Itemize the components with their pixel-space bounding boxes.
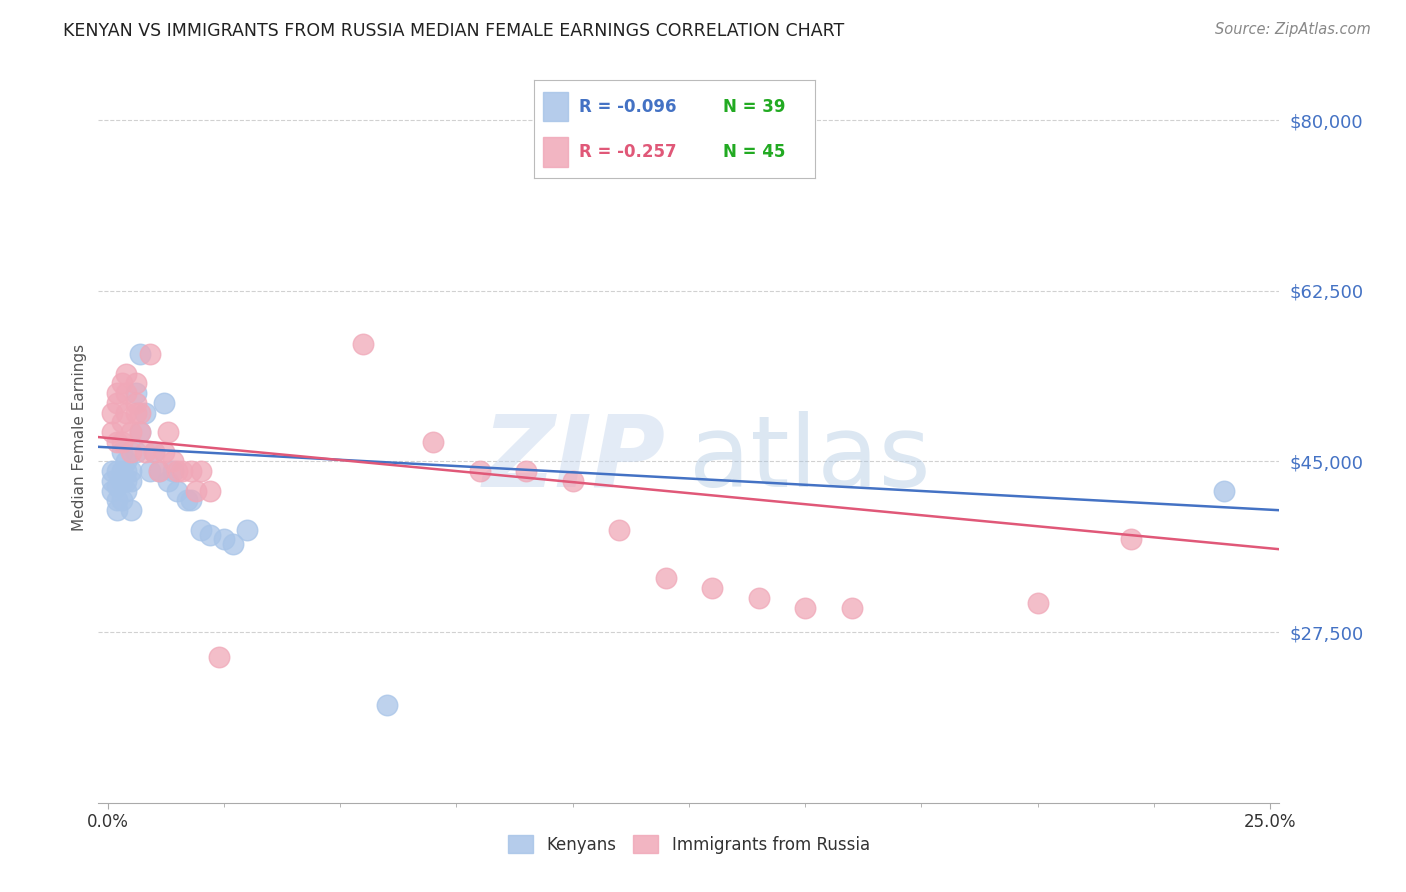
Point	[236, 523, 259, 537]
Point	[515, 464, 537, 478]
Point	[115, 454, 138, 468]
Point	[198, 483, 221, 498]
Point	[841, 600, 863, 615]
Text: N = 45: N = 45	[723, 143, 785, 161]
Point	[208, 649, 231, 664]
Point	[654, 572, 676, 586]
Text: KENYAN VS IMMIGRANTS FROM RUSSIA MEDIAN FEMALE EARNINGS CORRELATION CHART: KENYAN VS IMMIGRANTS FROM RUSSIA MEDIAN …	[63, 22, 845, 40]
Point	[101, 483, 124, 498]
Point	[124, 376, 146, 391]
Point	[115, 367, 138, 381]
Point	[101, 474, 124, 488]
Point	[105, 434, 128, 449]
Point	[184, 483, 207, 498]
Point	[148, 464, 170, 478]
Point	[129, 425, 152, 440]
Text: N = 39: N = 39	[723, 98, 785, 116]
Point	[120, 464, 142, 478]
Point	[124, 406, 146, 420]
Point	[162, 464, 184, 478]
Point	[115, 474, 138, 488]
Point	[129, 425, 152, 440]
Text: R = -0.096: R = -0.096	[579, 98, 676, 116]
Point	[105, 386, 128, 401]
Point	[157, 425, 180, 440]
Point	[157, 474, 180, 488]
Point	[101, 464, 124, 478]
Point	[111, 464, 134, 478]
Point	[375, 698, 398, 713]
Y-axis label: Median Female Earnings: Median Female Earnings	[72, 343, 87, 531]
Point	[422, 434, 444, 449]
Point	[152, 444, 174, 458]
Point	[180, 493, 202, 508]
Point	[180, 464, 202, 478]
Point	[748, 591, 770, 605]
Point	[101, 406, 124, 420]
Point	[105, 493, 128, 508]
Point	[120, 444, 142, 458]
Point	[172, 464, 194, 478]
Point	[129, 406, 152, 420]
Point	[138, 464, 160, 478]
Point	[129, 347, 152, 361]
Point	[115, 406, 138, 420]
Point	[105, 503, 128, 517]
Point	[124, 386, 146, 401]
Point	[166, 464, 188, 478]
Point	[1119, 533, 1142, 547]
Text: R = -0.257: R = -0.257	[579, 143, 676, 161]
Bar	[543, 137, 568, 167]
Point	[134, 444, 156, 458]
Point	[101, 425, 124, 440]
Bar	[543, 92, 568, 121]
Point	[120, 425, 142, 440]
Point	[143, 444, 166, 458]
Point	[124, 444, 146, 458]
Point	[561, 474, 583, 488]
Point	[176, 493, 198, 508]
Point	[105, 396, 128, 410]
Point	[111, 416, 134, 430]
Point	[468, 464, 491, 478]
Legend: Kenyans, Immigrants from Russia: Kenyans, Immigrants from Russia	[502, 829, 876, 860]
Point	[120, 503, 142, 517]
Point	[115, 386, 138, 401]
Point	[190, 523, 212, 537]
Point	[1026, 596, 1049, 610]
Point	[143, 444, 166, 458]
Point	[166, 483, 188, 498]
Point	[190, 464, 212, 478]
Point	[111, 474, 134, 488]
Point	[111, 376, 134, 391]
Point	[138, 347, 160, 361]
Text: atlas: atlas	[689, 410, 931, 508]
Point	[607, 523, 630, 537]
Point	[353, 337, 375, 351]
Point	[198, 527, 221, 541]
Point	[105, 479, 128, 493]
Point	[162, 454, 184, 468]
Point	[212, 533, 235, 547]
Point	[222, 537, 245, 551]
Point	[111, 493, 134, 508]
Point	[115, 483, 138, 498]
Text: ZIP: ZIP	[482, 410, 665, 508]
Point	[1212, 483, 1234, 498]
Point	[148, 464, 170, 478]
Point	[111, 434, 134, 449]
Point	[115, 464, 138, 478]
Point	[124, 396, 146, 410]
Point	[702, 581, 724, 595]
Text: Source: ZipAtlas.com: Source: ZipAtlas.com	[1215, 22, 1371, 37]
Point	[120, 474, 142, 488]
Point	[105, 464, 128, 478]
Point	[134, 406, 156, 420]
Point	[794, 600, 817, 615]
Point	[152, 396, 174, 410]
Point	[111, 444, 134, 458]
